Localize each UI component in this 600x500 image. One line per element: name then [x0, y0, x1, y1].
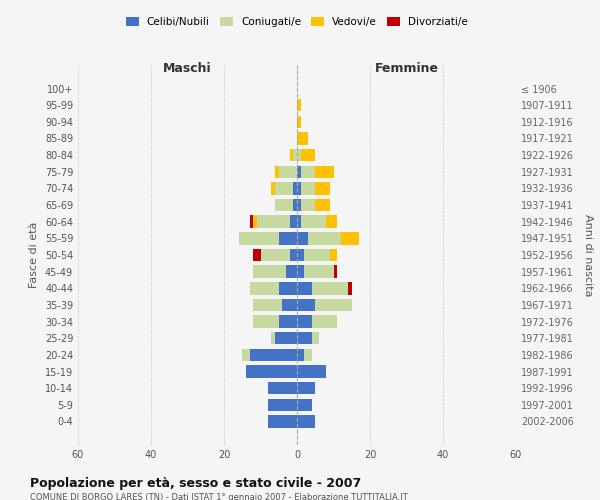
Bar	[293, 199, 297, 211]
Bar	[260, 249, 290, 261]
Bar	[341, 232, 359, 244]
Bar	[326, 216, 337, 228]
Bar	[297, 382, 315, 394]
Bar	[297, 366, 326, 378]
Bar	[253, 249, 260, 261]
Bar	[286, 266, 297, 278]
Bar	[242, 348, 250, 361]
Bar	[271, 332, 275, 344]
Bar	[297, 166, 301, 178]
Bar	[308, 232, 341, 244]
Bar	[290, 149, 293, 162]
Bar	[334, 266, 337, 278]
Bar	[301, 166, 315, 178]
Bar	[315, 199, 330, 211]
Bar	[239, 232, 279, 244]
Bar	[271, 182, 275, 194]
Bar	[297, 116, 301, 128]
Bar	[330, 249, 337, 261]
Bar	[297, 199, 301, 211]
Bar	[297, 316, 311, 328]
Bar	[283, 298, 297, 311]
Bar	[297, 99, 301, 112]
Bar	[279, 282, 297, 294]
Text: COMUNE DI BORGO LARES (TN) - Dati ISTAT 1° gennaio 2007 - Elaborazione TUTTITALI: COMUNE DI BORGO LARES (TN) - Dati ISTAT …	[30, 494, 408, 500]
Bar	[290, 249, 297, 261]
Y-axis label: Fasce di età: Fasce di età	[29, 222, 39, 288]
Text: Maschi: Maschi	[163, 62, 212, 75]
Bar	[315, 182, 330, 194]
Bar	[268, 398, 297, 411]
Bar	[257, 216, 290, 228]
Bar	[304, 249, 330, 261]
Bar	[275, 166, 279, 178]
Bar	[304, 348, 311, 361]
Bar	[250, 282, 279, 294]
Bar	[279, 316, 297, 328]
Text: Femmine: Femmine	[374, 62, 439, 75]
Bar	[253, 216, 257, 228]
Bar	[250, 348, 297, 361]
Bar	[290, 216, 297, 228]
Bar	[297, 398, 311, 411]
Bar	[293, 149, 297, 162]
Bar	[297, 348, 304, 361]
Bar	[297, 232, 308, 244]
Bar	[275, 332, 297, 344]
Bar	[268, 382, 297, 394]
Bar	[279, 166, 297, 178]
Bar	[246, 366, 297, 378]
Bar	[301, 182, 315, 194]
Bar	[301, 216, 326, 228]
Bar	[297, 182, 301, 194]
Bar	[297, 249, 304, 261]
Bar	[301, 149, 315, 162]
Bar	[315, 298, 352, 311]
Bar	[301, 199, 315, 211]
Text: Popolazione per età, sesso e stato civile - 2007: Popolazione per età, sesso e stato civil…	[30, 478, 361, 490]
Bar	[311, 332, 319, 344]
Bar	[311, 316, 337, 328]
Y-axis label: Anni di nascita: Anni di nascita	[583, 214, 593, 296]
Bar	[275, 182, 293, 194]
Bar	[297, 415, 315, 428]
Bar	[297, 332, 311, 344]
Bar	[253, 316, 279, 328]
Bar	[348, 282, 352, 294]
Bar	[297, 149, 301, 162]
Legend: Celibi/Nubili, Coniugati/e, Vedovi/e, Divorziati/e: Celibi/Nubili, Coniugati/e, Vedovi/e, Di…	[126, 17, 468, 27]
Bar	[311, 282, 348, 294]
Bar	[253, 298, 283, 311]
Bar	[304, 266, 334, 278]
Bar	[315, 166, 334, 178]
Bar	[279, 232, 297, 244]
Bar	[297, 132, 308, 144]
Bar	[297, 216, 301, 228]
Bar	[275, 199, 293, 211]
Bar	[253, 266, 286, 278]
Bar	[297, 266, 304, 278]
Bar	[297, 282, 311, 294]
Bar	[297, 298, 315, 311]
Bar	[250, 216, 253, 228]
Bar	[293, 182, 297, 194]
Bar	[268, 415, 297, 428]
